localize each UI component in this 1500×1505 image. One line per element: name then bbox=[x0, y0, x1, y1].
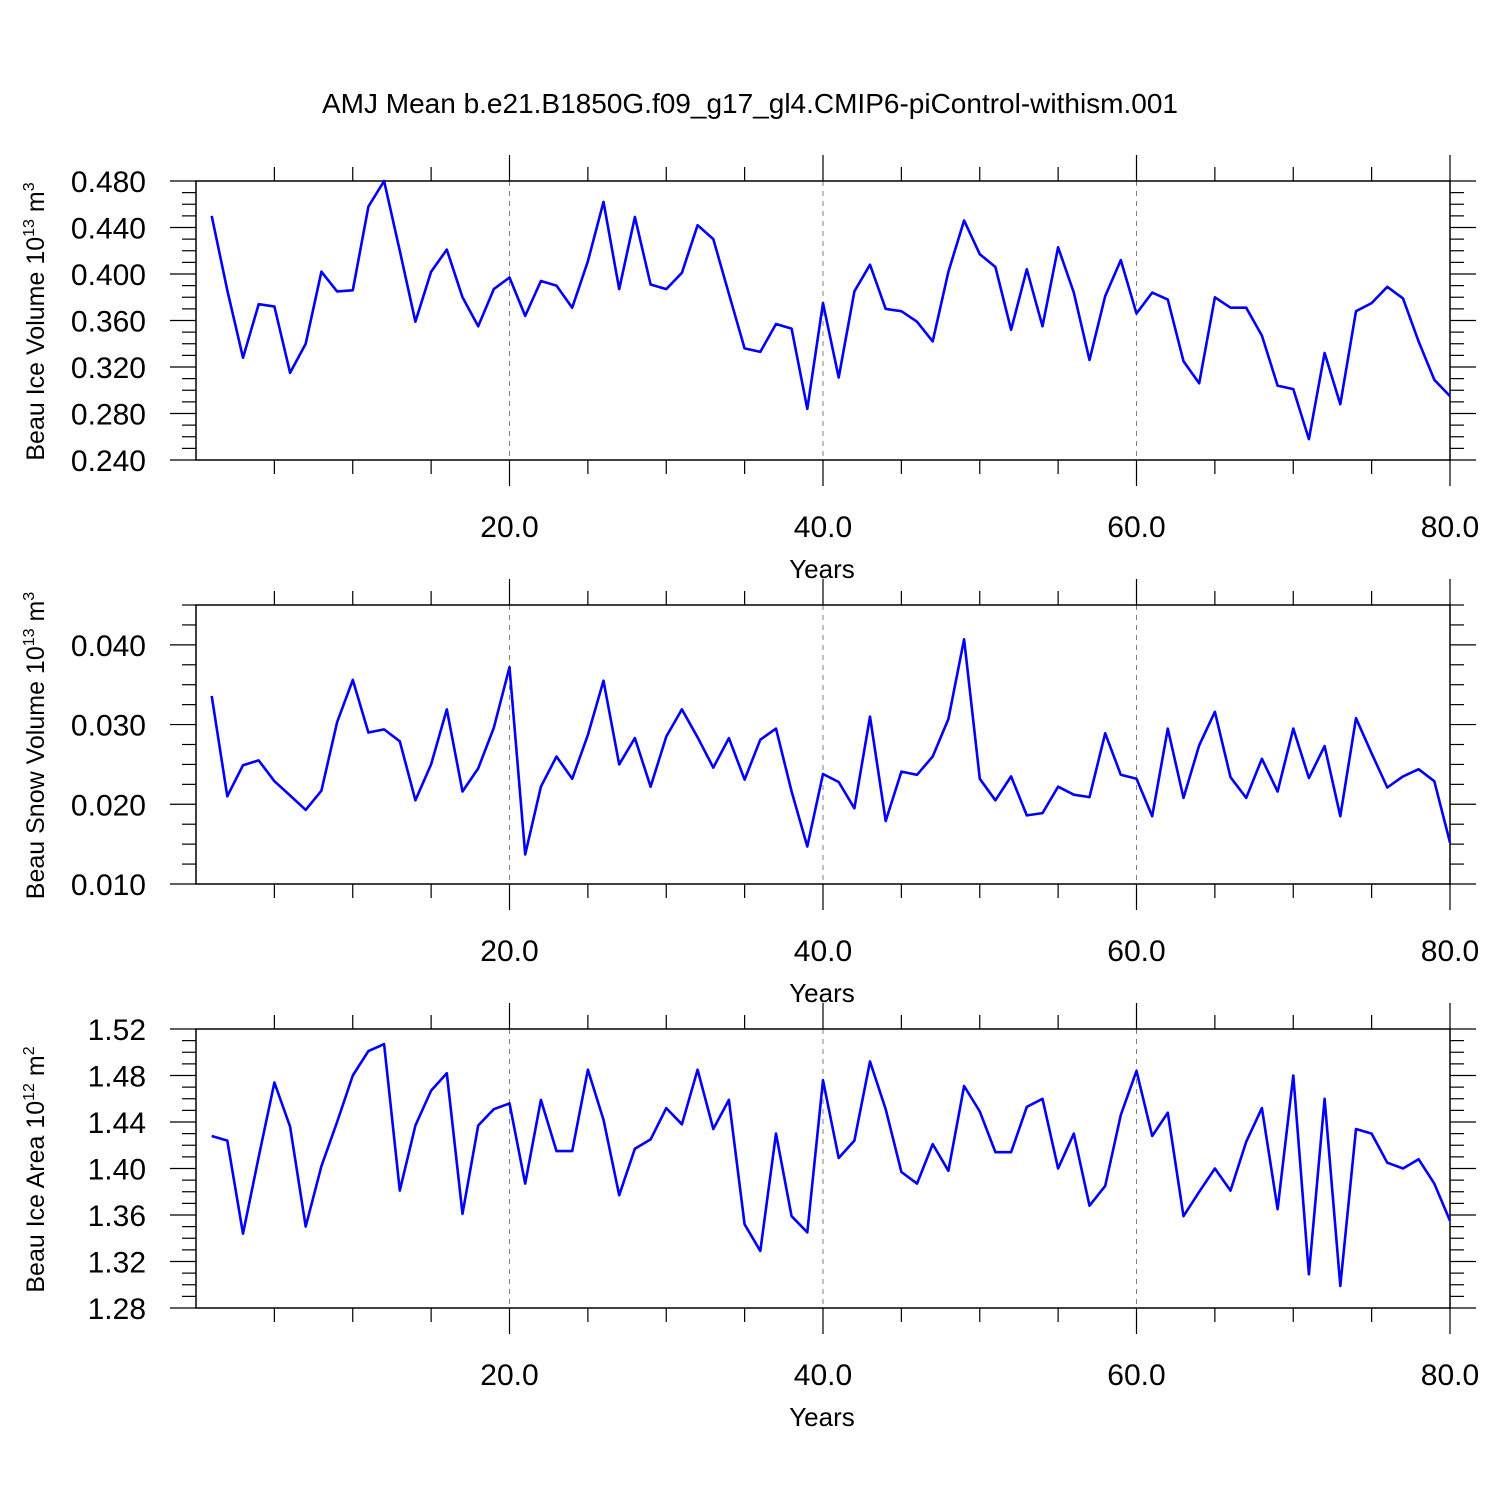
y-label-text: Beau Ice Area 10 bbox=[22, 1101, 50, 1293]
y-tick-label: 0.280 bbox=[71, 399, 146, 432]
y-tick-label: 1.36 bbox=[88, 1200, 146, 1233]
y-label-text: Beau Snow Volume 10 bbox=[22, 646, 50, 899]
x-tick-label: 20.0 bbox=[480, 1359, 538, 1392]
y-tick-label: 0.240 bbox=[71, 445, 146, 478]
chart-title: AMJ Mean b.e21.B1850G.f09_g17_gl4.CMIP6-… bbox=[321, 88, 1178, 119]
series-line-1 bbox=[210, 637, 1452, 856]
panel-2: 20.0 40.0 60.0 80.0 0.010 0.020 0.030 0.040 Year… bbox=[21, 579, 1479, 1008]
y-label-superscript: 13 bbox=[21, 219, 38, 237]
y-tick-label: 0.400 bbox=[71, 259, 146, 292]
y-label-superscript: 13 bbox=[21, 628, 38, 646]
y-label-superscript: 2 bbox=[21, 1046, 38, 1055]
series-line-1 bbox=[210, 179, 1451, 441]
x-tick-label: 60.0 bbox=[1107, 511, 1165, 544]
x-tick-label: 80.0 bbox=[1421, 1359, 1479, 1392]
x-axis-label: Years bbox=[789, 1402, 855, 1432]
y-tick-label: 1.48 bbox=[88, 1061, 146, 1094]
y-tick-label: 0.020 bbox=[71, 789, 146, 822]
y-tick-label: 0.040 bbox=[71, 630, 146, 663]
x-tick-label: 60.0 bbox=[1107, 935, 1165, 968]
x-axis-label: Years bbox=[789, 554, 855, 584]
y-tick-label: 1.44 bbox=[88, 1107, 146, 1140]
y-tick-label: 0.360 bbox=[71, 306, 146, 339]
y-tick-label: 1.32 bbox=[88, 1247, 146, 1280]
y-axis-label: Beau Ice Area 1012 m2 bbox=[21, 1046, 50, 1292]
y-axis-label: Beau Ice Volume 1013 m3 bbox=[21, 182, 50, 460]
y-label-text: m bbox=[22, 601, 50, 629]
x-tick-label: 20.0 bbox=[480, 511, 538, 544]
y-label-superscript: 3 bbox=[21, 182, 38, 191]
x-tick-label: 40.0 bbox=[794, 935, 852, 968]
y-tick-label: 1.52 bbox=[88, 1014, 146, 1047]
series-line-1 bbox=[211, 1042, 1452, 1288]
y-label-superscript: 12 bbox=[21, 1083, 38, 1101]
y-tick-label: 1.28 bbox=[88, 1293, 146, 1326]
y-tick-label: 1.40 bbox=[88, 1154, 146, 1187]
x-tick-label: 80.0 bbox=[1421, 511, 1479, 544]
y-label-text: Beau Ice Volume 10 bbox=[22, 237, 50, 461]
x-tick-label: 80.0 bbox=[1421, 935, 1479, 968]
x-axis-label: Years bbox=[789, 978, 855, 1008]
y-label-superscript: 3 bbox=[21, 592, 38, 601]
y-tick-label: 0.010 bbox=[71, 869, 146, 902]
y-tick-label: 0.480 bbox=[71, 166, 146, 199]
x-tick-label: 60.0 bbox=[1107, 1359, 1165, 1392]
y-tick-label: 0.440 bbox=[71, 213, 146, 246]
y-tick-label: 0.320 bbox=[71, 352, 146, 385]
y-axis-label: Beau Snow Volume 1013 m3 bbox=[21, 592, 50, 900]
y-label-text: m bbox=[22, 191, 50, 219]
y-label-text: m bbox=[22, 1055, 50, 1083]
x-tick-label: 40.0 bbox=[794, 511, 852, 544]
panel-3: 20.0 40.0 60.0 80.0 1.28 1.32 1.36 1.40 1.44 1.48… bbox=[21, 1003, 1479, 1432]
panel-1: 20.0 40.0 60.0 80.0 0.240 0.280 0.320 0.360 0.40… bbox=[21, 155, 1479, 584]
x-tick-label: 20.0 bbox=[480, 935, 538, 968]
y-tick-label: 0.030 bbox=[71, 710, 146, 743]
x-tick-label: 40.0 bbox=[794, 1359, 852, 1392]
